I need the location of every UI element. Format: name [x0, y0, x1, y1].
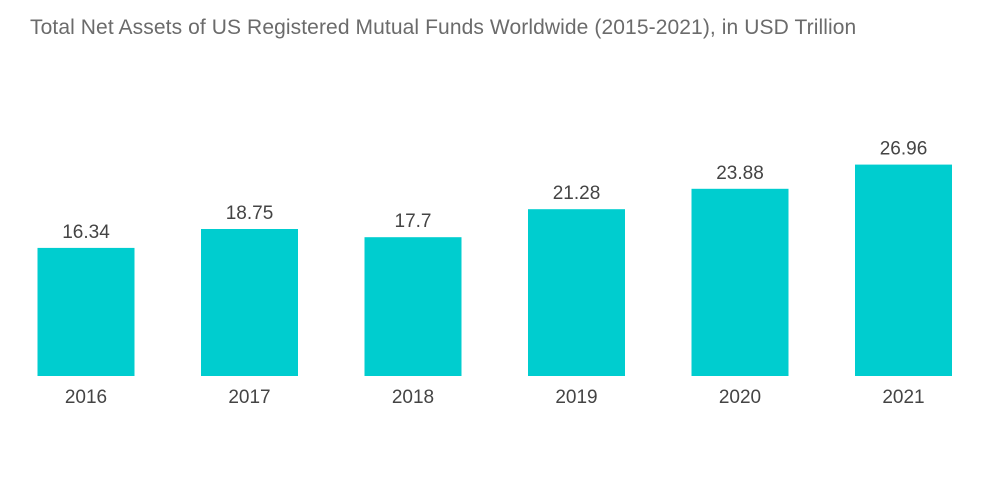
chart-title: Total Net Assets of US Registered Mutual…	[30, 16, 857, 39]
data-label-2020: 23.88	[716, 163, 764, 184]
x-tick-label-2018: 2018	[392, 387, 434, 408]
data-label-2019: 21.28	[553, 183, 601, 204]
data-label-2017: 18.75	[226, 203, 274, 224]
bar-2017	[201, 229, 298, 376]
x-tick-label-2020: 2020	[719, 387, 761, 408]
bar-2021	[855, 164, 952, 376]
x-tick-label-2021: 2021	[882, 387, 924, 408]
data-label-2021: 26.96	[880, 139, 928, 160]
bar-2019	[528, 209, 625, 376]
data-label-2016: 16.34	[62, 222, 110, 243]
data-label-2018: 17.7	[395, 211, 432, 232]
bar-2020	[691, 188, 789, 376]
x-tick-label-2019: 2019	[555, 387, 597, 408]
bar-2016	[37, 247, 135, 376]
bar-2018	[364, 237, 462, 376]
x-tick-label-2017: 2017	[228, 387, 270, 408]
x-tick-label-2016: 2016	[65, 387, 107, 408]
